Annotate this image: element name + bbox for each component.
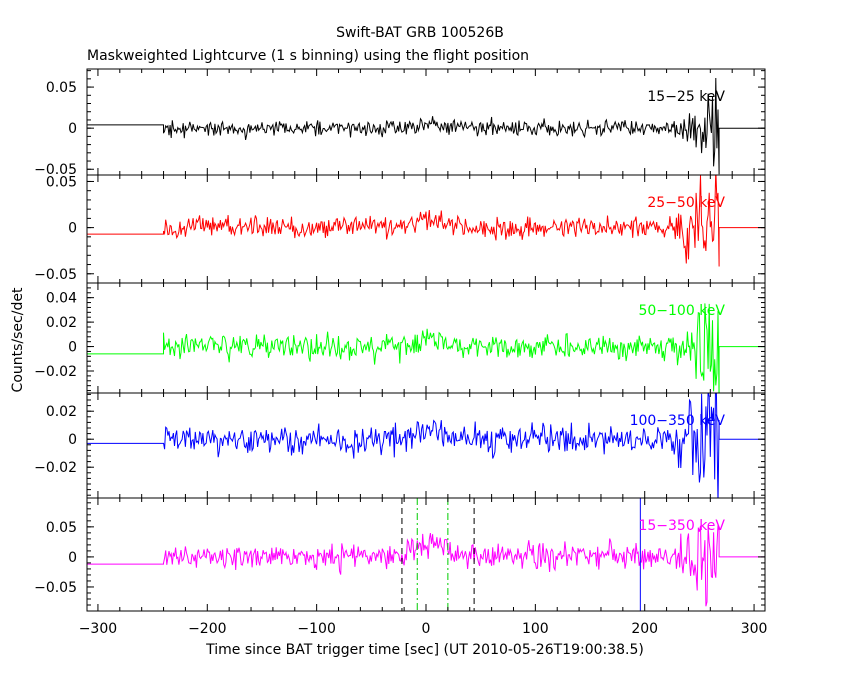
band-label: 15−350 keV [638, 518, 725, 534]
chart-subtitle: Maskweighted Lightcurve (1 s binning) us… [87, 48, 529, 64]
band-label: 15−25 keV [647, 89, 725, 105]
x-tick-label: 200 [631, 621, 658, 637]
y-tick-label: 0.02 [46, 315, 77, 331]
panel-25-50-kev: 0.05 0 −0.05 25−50 keV [34, 174, 766, 284]
y-tick-label: 0 [68, 550, 77, 566]
x-tick-label: −100 [297, 621, 335, 637]
band-label: 100−350 keV [630, 413, 726, 429]
y-tick-label: 0 [68, 432, 77, 448]
x-tick-label: 0 [422, 621, 431, 637]
x-tick-labels: −300 −200 −100 0 100 200 300 [79, 621, 768, 637]
series-line [87, 175, 765, 267]
x-tick-label: 300 [741, 621, 768, 637]
y-tick-label: 0.05 [46, 174, 77, 190]
y-tick-label: 0 [68, 221, 77, 237]
chart-title: Swift-BAT GRB 100526B [336, 25, 504, 41]
y-tick-label: 0 [68, 340, 77, 356]
x-axis-label: Time since BAT trigger time [sec] (UT 20… [205, 642, 644, 658]
panel-100-350-kev: 0.02 0 −0.02 100−350 keV [34, 392, 766, 499]
panel-15-350-kev: 0.05 0 −0.05 15−350 keV [34, 497, 766, 612]
y-tick-label: −0.02 [34, 460, 77, 476]
y-axis-label: Counts/sec/det [10, 287, 26, 392]
y-tick-label: −0.05 [34, 580, 77, 596]
series-line [87, 303, 765, 393]
panel-15-25-kev: 0.05 0 −0.05 15−25 keV [34, 68, 766, 178]
y-tick-label: −0.05 [34, 162, 77, 178]
series-line [87, 525, 765, 607]
y-tick-label: −0.02 [34, 364, 77, 380]
y-tick-label: 0.05 [46, 80, 77, 96]
y-tick-label: −0.05 [34, 267, 77, 283]
series-line [87, 393, 765, 498]
series-line [87, 77, 765, 175]
band-label: 25−50 keV [647, 195, 725, 211]
panel-frame [86, 497, 766, 612]
y-tick-label: 0.04 [46, 291, 77, 307]
panel-frame [86, 68, 766, 176]
panel-frame [86, 392, 766, 499]
x-tick-label: −300 [79, 621, 117, 637]
y-tick-label: 0.05 [46, 520, 77, 536]
y-tick-label: 0.02 [46, 404, 77, 420]
x-tick-label: 100 [522, 621, 549, 637]
panel-50-100-kev: 0.04 0.02 0 −0.02 50−100 keV [34, 282, 766, 394]
x-tick-label: −200 [188, 621, 226, 637]
y-tick-label: 0 [68, 121, 77, 137]
band-label: 50−100 keV [638, 303, 725, 319]
